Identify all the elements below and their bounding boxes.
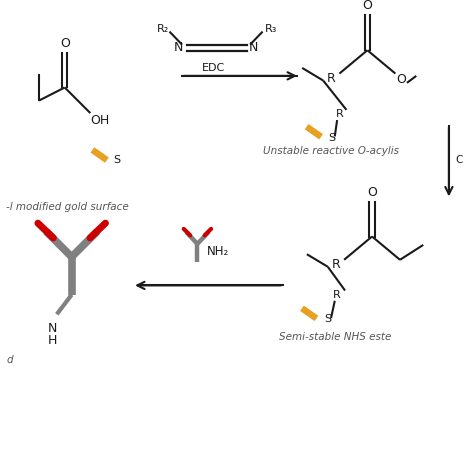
Text: O: O [396, 73, 406, 86]
Text: O: O [367, 186, 377, 199]
Text: OH: OH [90, 114, 109, 127]
Text: N: N [174, 41, 183, 55]
Text: O: O [60, 37, 70, 50]
Text: N: N [47, 322, 57, 335]
Text: -l modified gold surface: -l modified gold surface [7, 201, 129, 211]
Text: EDC: EDC [202, 63, 225, 73]
Polygon shape [305, 124, 323, 139]
Text: d: d [7, 355, 13, 365]
Text: C: C [456, 155, 463, 164]
Polygon shape [300, 306, 319, 321]
Text: R₃: R₃ [265, 24, 277, 34]
Text: Semi-stable NHS este: Semi-stable NHS este [279, 332, 391, 342]
Text: R: R [327, 72, 336, 85]
Text: NH₂: NH₂ [207, 246, 229, 258]
Text: S: S [114, 155, 121, 164]
Polygon shape [91, 147, 109, 163]
Text: R: R [336, 109, 343, 119]
Text: S: S [328, 133, 335, 143]
Text: R: R [331, 258, 340, 271]
Text: N: N [248, 41, 258, 55]
Text: R: R [333, 290, 341, 300]
Text: R₂: R₂ [157, 24, 170, 34]
Text: Unstable reactive O-acylis: Unstable reactive O-acylis [263, 146, 399, 155]
Text: O: O [363, 0, 372, 12]
Text: H: H [47, 334, 57, 347]
Text: S: S [324, 314, 331, 324]
